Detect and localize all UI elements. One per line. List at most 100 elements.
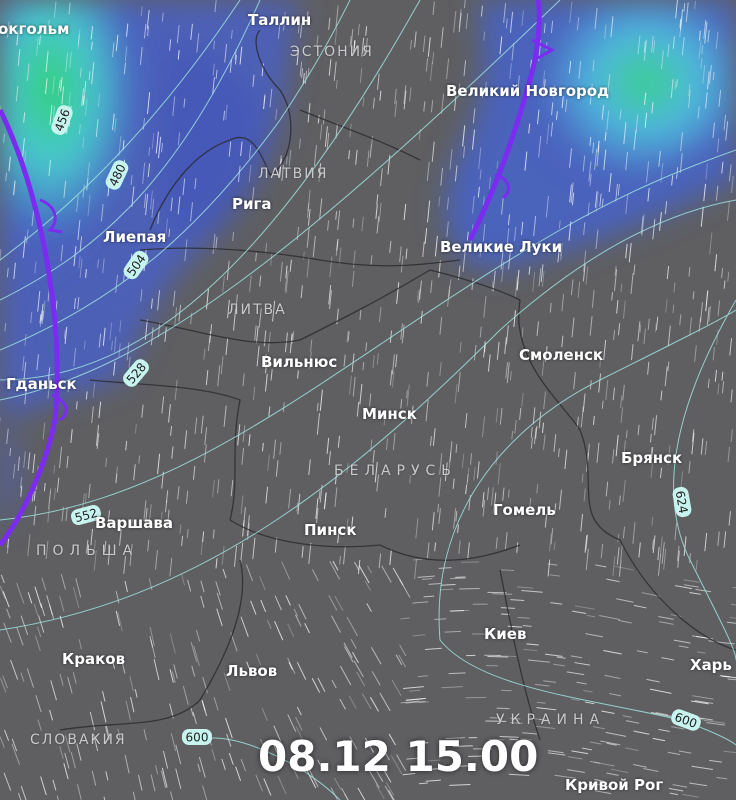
wind-streak [356, 671, 366, 687]
wind-streak [235, 766, 242, 781]
wind-streak [501, 197, 504, 215]
wind-streak [574, 662, 590, 666]
wind-streak [473, 344, 477, 361]
city-label[interactable]: Гомель [493, 501, 556, 519]
wind-streak [462, 125, 466, 147]
wind-streak [281, 164, 285, 181]
wind-streak [694, 700, 714, 704]
wind-streak [672, 36, 675, 49]
wind-streak [131, 519, 133, 528]
wind-streak [473, 466, 476, 481]
wind-streak [660, 50, 664, 70]
city-label[interactable]: Пинск [304, 521, 357, 539]
city-label[interactable]: Киев [484, 625, 527, 643]
wind-streak [212, 63, 215, 76]
wind-streak [439, 316, 443, 335]
wind-streak [78, 256, 81, 269]
wind-streak [113, 361, 116, 376]
city-label[interactable]: Варшава [95, 514, 173, 532]
wind-streak [717, 531, 720, 546]
wind-streak [379, 90, 382, 101]
wind-streak [623, 122, 627, 145]
wind-streak [389, 549, 392, 566]
wind-streak [287, 714, 297, 732]
wind-streak [465, 484, 468, 495]
wind-streak [346, 616, 359, 637]
city-label[interactable]: Великий Новгород [446, 82, 610, 100]
wind-streak [322, 109, 326, 125]
wind-streak [289, 259, 292, 272]
city-label[interactable]: Смоленск [519, 346, 604, 364]
wind-streak [440, 588, 454, 591]
wind-streak [4, 323, 7, 332]
wind-streak [704, 440, 708, 455]
wind-streak [155, 765, 159, 775]
city-label[interactable]: Гданьск [6, 375, 77, 393]
wind-streak [50, 680, 57, 701]
wind-streak [449, 441, 453, 463]
wind-streak [708, 64, 712, 84]
wind-streak [259, 275, 262, 287]
city-label[interactable]: Минск [362, 405, 417, 423]
city-label[interactable]: Рига [232, 195, 272, 213]
city-label[interactable]: Вильнюс [261, 353, 338, 371]
wind-streak [665, 299, 668, 313]
wind-streak [444, 630, 461, 633]
city-label[interactable]: Львов [226, 662, 278, 680]
wind-streak [146, 10, 150, 30]
wind-streak [549, 574, 561, 577]
city-label[interactable]: Краков [62, 650, 126, 668]
wind-streak [554, 503, 557, 515]
wind-streak [682, 793, 699, 798]
wind-streak [252, 537, 256, 560]
wind-streak [385, 438, 389, 451]
wind-streak [565, 99, 568, 112]
wind-streak [147, 539, 150, 552]
wind-streak [583, 689, 593, 693]
wind-streak [695, 588, 712, 593]
wind-streak [256, 346, 260, 367]
wind-streak [222, 568, 227, 579]
wind-streak [84, 80, 87, 93]
wind-streak [559, 242, 563, 257]
wind-streak [605, 379, 609, 400]
wind-streak [255, 326, 259, 344]
city-label[interactable]: Великие Луки [440, 238, 563, 256]
wind-streak [535, 725, 556, 729]
wind-streak [538, 411, 542, 429]
wind-streak [366, 603, 372, 612]
city-label[interactable]: Лиепая [103, 228, 167, 246]
city-label[interactable]: Таллин [248, 11, 312, 29]
wind-streak [700, 438, 704, 455]
wind-streak [203, 348, 206, 360]
city-label[interactable]: Кривой Рог [565, 776, 664, 794]
city-label[interactable]: Брянск [621, 449, 683, 467]
wind-streak [483, 295, 487, 318]
wind-streak [364, 580, 371, 591]
wind-streak [17, 456, 21, 471]
wind-streak [606, 110, 610, 131]
wind-streak [691, 429, 695, 443]
wind-streak [417, 675, 428, 678]
wind-streak [481, 87, 484, 98]
wind-streak [582, 263, 586, 282]
city-label[interactable]: окгольм [0, 20, 70, 38]
wind-streak [625, 720, 640, 724]
wind-streak [313, 145, 317, 167]
wind-streak [30, 311, 33, 324]
wind-streak [446, 197, 450, 210]
wind-streak [400, 617, 410, 620]
wind-streak [532, 272, 536, 293]
wind-streak [625, 151, 629, 171]
wind-streak [707, 378, 710, 389]
wind-streak [659, 212, 662, 231]
city-label[interactable]: Харь [690, 656, 732, 674]
wind-streak [568, 221, 572, 241]
wind-streak [230, 480, 234, 497]
wind-streak [509, 371, 512, 381]
contour-label: 456 [51, 105, 73, 135]
wind-streak [689, 553, 692, 564]
wind-streak [605, 731, 627, 737]
wind-streak [48, 159, 52, 177]
